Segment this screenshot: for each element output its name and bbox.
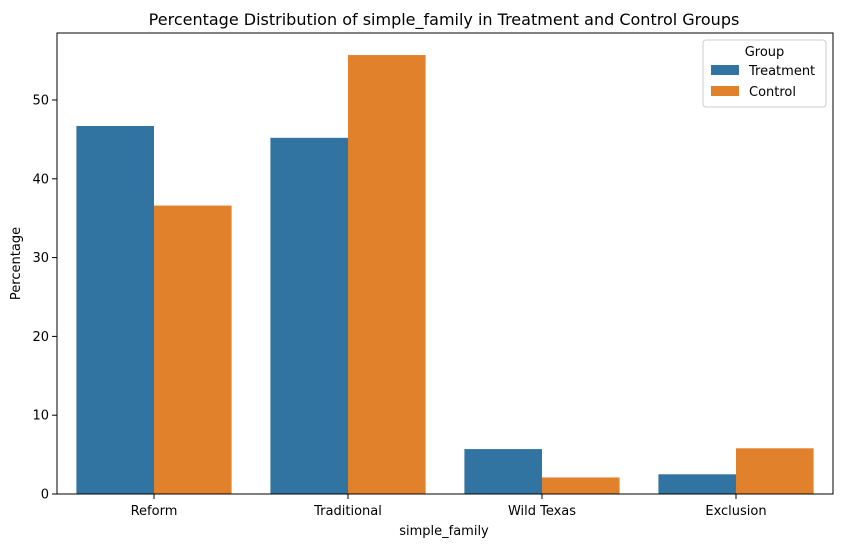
- bar-reform-control: [154, 205, 232, 495]
- legend-items: Treatment Control: [711, 64, 815, 100]
- bar-traditional-control: [348, 55, 426, 495]
- bar-exclusion-control: [736, 448, 814, 494]
- legend-label-treatment: Treatment: [748, 64, 815, 79]
- plot-frame: [56, 32, 834, 495]
- bar-traditional-treatment: [270, 137, 348, 495]
- legend-label-control: Control: [749, 85, 796, 100]
- bars-group: [76, 55, 814, 495]
- y-tick-label-50: 50: [32, 93, 49, 108]
- x-tick-label-reform: Reform: [131, 504, 178, 519]
- x-axis-ticks: Reform Traditional Wild Texas Exclusion: [131, 494, 767, 519]
- bar-wild-texas-treatment: [464, 449, 542, 494]
- bar-wild-texas-control: [542, 477, 620, 494]
- y-axis-ticks: 0 10 20 30 40 50: [32, 93, 57, 503]
- bar-reform-treatment: [76, 125, 154, 494]
- x-tick-label-wild-texas: Wild Texas: [508, 504, 576, 519]
- legend: Group Treatment Control: [702, 39, 827, 108]
- y-tick-label-40: 40: [32, 172, 49, 187]
- legend-title: Group: [745, 45, 785, 60]
- legend-swatch-control: [711, 86, 739, 96]
- chart-title: Percentage Distribution of simple_family…: [149, 10, 740, 30]
- legend-swatch-treatment: [711, 65, 739, 75]
- x-tick-label-exclusion: Exclusion: [705, 504, 766, 519]
- bar-exclusion-treatment: [658, 474, 736, 494]
- y-tick-label-0: 0: [41, 488, 49, 503]
- x-tick-label-traditional: Traditional: [313, 504, 382, 519]
- y-tick-label-20: 20: [32, 330, 49, 345]
- x-axis-label: simple_family: [399, 524, 489, 539]
- y-tick-label-30: 30: [32, 251, 49, 266]
- y-tick-label-10: 10: [32, 409, 49, 424]
- y-axis-label: Percentage: [9, 227, 24, 300]
